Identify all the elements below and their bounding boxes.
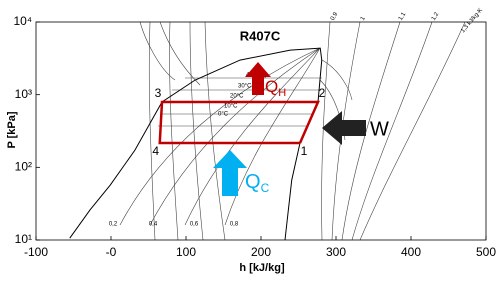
point-label: 4 bbox=[152, 144, 159, 158]
x-tick-label: 200 bbox=[251, 245, 271, 259]
entropy-label: 0,9 bbox=[330, 11, 340, 22]
x-tick-label: -0 bbox=[106, 245, 117, 259]
isotherm bbox=[148, 21, 226, 241]
annotation-subscript: C bbox=[261, 181, 270, 195]
quality-labels: 0,2 0,4 0,6 0,8 bbox=[109, 222, 239, 228]
temperature-label: 10°C bbox=[224, 104, 238, 110]
x-tick-label: 300 bbox=[326, 245, 346, 259]
temperature-label: 0°C bbox=[218, 112, 229, 118]
x-tick-label: 500 bbox=[476, 245, 496, 259]
entropy-label: 1,2 bbox=[431, 11, 441, 22]
series-line bbox=[158, 100, 320, 145]
isotherm bbox=[139, 21, 201, 86]
x-tick-label: -100 bbox=[24, 245, 48, 259]
work-arrow bbox=[322, 111, 366, 145]
entropy-label: 1 bbox=[360, 15, 367, 21]
y-tick-label: 10³ bbox=[15, 87, 32, 101]
quality-label: 0,2 bbox=[109, 222, 118, 228]
point-label: 1 bbox=[301, 144, 308, 158]
quality-line bbox=[119, 47, 321, 226]
series-line bbox=[69, 47, 323, 241]
y-tick-label: 10⁴ bbox=[13, 14, 32, 28]
x-tick-label: 400 bbox=[401, 245, 421, 259]
isolines bbox=[119, 21, 466, 241]
entropy-label: 1,3 kJ/kg-K bbox=[460, 7, 484, 34]
y-tick-label: 10² bbox=[15, 160, 32, 174]
quality-label: 0,8 bbox=[230, 222, 239, 228]
x-axis-label: h [kJ/kg] bbox=[239, 262, 285, 274]
entropy-label: 1,1 bbox=[398, 11, 408, 22]
annotation-text: Q bbox=[265, 77, 278, 96]
y-axis-label: P [kPa] bbox=[6, 111, 18, 148]
annotation: QH bbox=[265, 77, 286, 98]
annotation: W bbox=[370, 118, 389, 140]
quality-label: 0,4 bbox=[149, 222, 158, 228]
heat-out-arrow bbox=[245, 62, 271, 95]
point-label: 3 bbox=[155, 86, 162, 100]
annotation-text: Q bbox=[245, 171, 261, 193]
entropy-labels: 0,9 1 1,1 1,2 1,3 kJ/kg-K bbox=[330, 7, 484, 34]
annotation: QC bbox=[245, 171, 270, 195]
heat-in-arrow bbox=[213, 150, 247, 196]
plot-frame bbox=[35, 21, 487, 241]
quality-label: 0,6 bbox=[190, 222, 199, 228]
temperature-label: 20°C bbox=[230, 94, 244, 100]
annotation-subscript: H bbox=[278, 87, 286, 99]
chart-title: R407C bbox=[240, 28, 281, 43]
x-tick-label: 100 bbox=[176, 245, 196, 259]
arrows bbox=[213, 62, 366, 196]
point-label: 2 bbox=[319, 86, 326, 100]
y-tick-label: 10¹ bbox=[15, 232, 32, 246]
temperature-label: 30°C bbox=[238, 84, 252, 90]
